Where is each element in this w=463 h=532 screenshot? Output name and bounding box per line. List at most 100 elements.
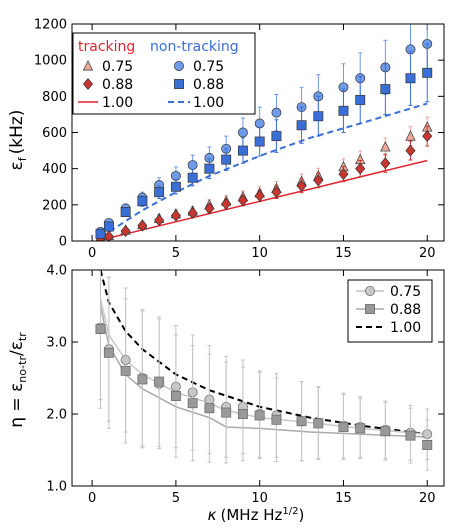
non-tracking-point-0.75	[237, 127, 248, 138]
non-tracking-point-0.88	[204, 163, 215, 174]
tracking-point-0.75	[380, 141, 391, 152]
non-tracking-point-0.88	[380, 84, 391, 95]
top-legend: tracking non-tracking 0.75 0.88 1.00 0.7…	[72, 32, 256, 115]
top-plot-frame	[71, 23, 445, 242]
xlabel-sup: 1/2	[282, 506, 298, 517]
bottom-point-0.88	[405, 430, 416, 441]
top-plot-area	[95, 24, 433, 241]
top-ytick-label: 1000	[34, 54, 67, 69]
bottom-ytick-label: 4.0	[46, 264, 67, 279]
top-xtick-label: 15	[335, 246, 352, 261]
tracking-point-0.88	[296, 179, 307, 192]
legend-marker-nontracking-0.75	[174, 61, 184, 71]
bottom-ytick-label: 3.0	[46, 336, 67, 351]
tracking-point-0.88	[338, 168, 349, 181]
bottom-ytick-label: 2.0	[46, 408, 67, 423]
bottom-legend: 0.75 0.88 1.00	[347, 279, 433, 343]
tracking-point-0.88	[187, 207, 198, 219]
top-legend-box	[72, 32, 256, 115]
bottom-point-0.88	[355, 423, 366, 434]
panel-bottom: 0 5 10 15 20 1.0 2.0 3.0 4.0 0.75 0.88 1.00 η = …	[7, 264, 445, 524]
bottom-xtick-label: 15	[335, 491, 352, 506]
bottom-point-0.88	[187, 398, 198, 409]
tracking-point-0.88	[137, 219, 148, 232]
legend-marker-nontracking-0.88	[174, 79, 184, 89]
top-ytick-label: 1200	[34, 18, 67, 33]
non-tracking-point-0.88	[103, 221, 114, 232]
non-tracking-point-0.88	[296, 120, 307, 131]
bottom-point-0.88	[103, 347, 114, 358]
legend-label-nontracking-2: 1.00	[193, 95, 224, 111]
bottom-xtick-label: 20	[419, 491, 436, 506]
bottom-legend-marker-0.88	[365, 304, 375, 314]
tracking-point-0.88	[221, 197, 232, 210]
xlabel-close: )	[298, 506, 304, 524]
legend-marker-tracking-0.75	[82, 60, 94, 71]
tracking-point-0.88	[237, 194, 248, 207]
non-tracking-point-0.88	[313, 111, 324, 122]
bottom-point-0.88	[137, 374, 148, 385]
legend-label-tracking-2: 1.00	[102, 95, 133, 111]
tracking-point-0.88	[170, 209, 181, 222]
non-tracking-point-0.88	[271, 131, 282, 142]
top-y-axis-label: εf(kHz)	[7, 110, 29, 171]
top-ytick-label: 0	[59, 235, 67, 250]
non-tracking-point-0.88	[221, 154, 232, 165]
non-tracking-point-0.88	[254, 136, 265, 147]
non-tracking-point-0.88	[137, 196, 148, 207]
top-xtick-label: 0	[88, 246, 96, 261]
tracking-point-0.88	[380, 157, 391, 170]
non-tracking-point-0.88	[422, 67, 433, 78]
bottom-ylabel-sub1: no-tr	[16, 356, 29, 383]
bottom-xtick-label: 0	[88, 491, 96, 506]
xlabel-kappa: κ	[208, 506, 217, 524]
tracking-point-0.88	[355, 162, 366, 175]
tracking-point-0.88	[422, 130, 433, 143]
tracking-point-0.88	[204, 202, 215, 215]
bottom-point-0.88	[380, 426, 391, 437]
tracking-point-0.75	[405, 130, 416, 141]
non-tracking-point-0.88	[120, 207, 131, 218]
bottom-x-axis-label: κ (MHz Hz1/2)	[208, 506, 305, 524]
bottom-ylabel-mid: /ε	[7, 341, 27, 356]
bottom-point-0.88	[313, 418, 324, 429]
bottom-xtick-label: 10	[251, 491, 268, 506]
tracking-point-0.88	[271, 186, 282, 199]
bottom-point-0.88	[154, 376, 165, 387]
tracking-point-0.88	[154, 214, 165, 227]
non-tracking-point-0.88	[95, 228, 106, 239]
non-tracking-point-0.75	[187, 160, 198, 170]
non-tracking-point-0.88	[170, 181, 181, 192]
top-ytick-label: 200	[42, 198, 67, 213]
bottom-point-0.88	[338, 422, 349, 432]
non-tracking-point-0.88	[237, 145, 248, 156]
bottom-point-0.88	[422, 440, 433, 450]
bottom-point-0.88	[204, 403, 215, 414]
bottom-legend-marker-0.75	[365, 286, 375, 296]
bottom-point-0.88	[237, 409, 248, 419]
bottom-plot-area	[95, 270, 433, 471]
legend-marker-tracking-0.88	[82, 78, 94, 90]
bottom-legend-label-0: 0.75	[390, 284, 421, 300]
top-xtick-label: 5	[172, 246, 180, 261]
tracking-point-0.88	[103, 230, 114, 241]
non-tracking-point-0.88	[355, 94, 366, 105]
bottom-ylabel-sub2: tr	[16, 332, 29, 341]
top-xtick-label: 10	[251, 246, 268, 261]
tracking-point-0.88	[405, 144, 416, 157]
bottom-point-0.88	[296, 416, 307, 427]
bottom-ytick-label: 1.0	[46, 480, 67, 495]
bottom-plot-frame	[71, 269, 445, 487]
top-ytick-label: 400	[42, 162, 67, 177]
top-ytick-label: 800	[42, 90, 67, 105]
legend-header-tracking: tracking	[78, 39, 135, 55]
top-ylabel-unit: (kHz)	[7, 110, 27, 155]
legend-label-tracking-0: 0.75	[102, 59, 133, 75]
legend-label-tracking-1: 0.88	[102, 77, 133, 93]
tracking-point-0.88	[120, 225, 131, 237]
bottom-point-0.88	[95, 324, 106, 334]
bottom-xtick-label: 5	[172, 491, 180, 506]
top-ylabel-main: ε	[7, 161, 27, 170]
